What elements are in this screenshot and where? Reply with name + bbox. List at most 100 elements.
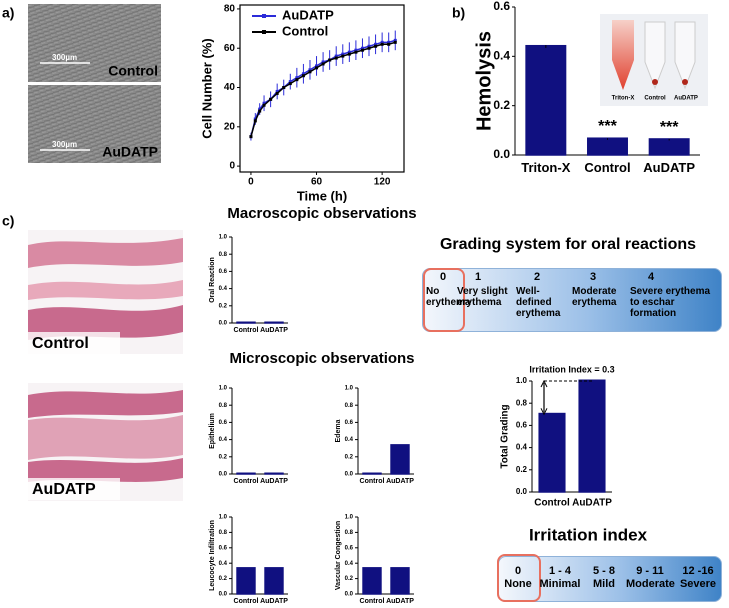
y-tick-label: 0.2 — [219, 454, 228, 460]
y-tick-label: 0.4 — [345, 561, 354, 567]
index-cell: 12 -16 Severe — [676, 565, 720, 591]
marker — [354, 50, 358, 54]
index-range: 0 — [514, 565, 522, 577]
legend-marker — [262, 30, 266, 34]
marker — [262, 103, 266, 107]
panel-label: b) — [452, 5, 465, 21]
tissue-label: Control — [32, 335, 89, 352]
marker — [315, 64, 319, 68]
significance: *** — [598, 118, 617, 135]
grade-cell: 0 No erythema — [426, 272, 471, 309]
photo-label: Control — [644, 96, 666, 102]
marker — [347, 50, 351, 54]
pellet — [682, 79, 688, 85]
grade-description: Well-defined erythema — [516, 286, 561, 319]
y-axis-title: Total Grading — [500, 404, 511, 468]
label-bg — [28, 478, 120, 500]
x-tick-label: AuDATP — [260, 478, 288, 485]
heading: Grading system for oral reactions — [440, 236, 696, 253]
y-tick-label: 0.8 — [516, 398, 528, 407]
y-tick-label: 1.0 — [219, 515, 228, 521]
annotation: Irritation Index = 0.3 — [529, 364, 614, 374]
marker — [367, 46, 371, 50]
tissue-label: AuDATP — [32, 481, 96, 498]
marker — [387, 40, 391, 44]
grade-description: No erythema — [426, 286, 471, 308]
y-tick-label: 20 — [224, 121, 236, 132]
index-range: 1 - 4 — [548, 565, 571, 577]
marker — [347, 52, 351, 56]
marker — [380, 42, 384, 46]
grade-number: 2 — [534, 271, 541, 283]
tissue — [28, 238, 183, 268]
bar — [236, 472, 256, 475]
bar — [236, 567, 256, 595]
y-tick-label: 0.8 — [345, 530, 354, 536]
marker — [301, 72, 305, 76]
y-tick-label: 0.2 — [219, 576, 228, 582]
marker — [295, 76, 299, 80]
marker — [354, 48, 358, 52]
micrograph-label: AuDATP — [102, 144, 158, 160]
marker — [262, 101, 266, 105]
y-tick-label: 0.0 — [219, 592, 228, 598]
y-tick-label: 0.6 — [219, 545, 228, 551]
y-tick-label: 0.4 — [516, 443, 528, 452]
grade-cell: 1 Very slight erythema — [457, 272, 512, 309]
y-tick-label: 0 — [229, 161, 235, 172]
marker — [328, 58, 332, 62]
marker — [295, 78, 299, 82]
marker — [308, 70, 312, 74]
y-tick-label: 40 — [224, 82, 236, 93]
y-tick-label: 1.0 — [345, 515, 354, 521]
y-tick-label: 0.0 — [219, 472, 228, 478]
tissue — [28, 390, 183, 418]
y-tick-label: 0.8 — [219, 403, 228, 409]
y-tick-label: 1.0 — [516, 376, 528, 385]
marker — [301, 74, 305, 78]
marker — [360, 48, 364, 52]
bar — [362, 567, 382, 595]
tissue — [28, 280, 183, 300]
x-tick-label: 0 — [248, 177, 254, 188]
grade-description: Severe erythema to eschar formation — [630, 286, 711, 319]
label-bg — [28, 332, 120, 354]
y-axis-title: Cell Number (%) — [199, 38, 214, 138]
grade-cell: 3 Moderate erythema — [572, 272, 627, 309]
y-axis-title: Edema — [335, 419, 342, 442]
bar — [390, 444, 410, 475]
marker — [334, 56, 338, 60]
legend-marker — [262, 14, 266, 18]
x-tick-label: 120 — [374, 177, 391, 188]
x-tick-label: AuDATP — [572, 498, 612, 509]
x-tick-label: Control — [584, 160, 630, 175]
y-tick-label: 0.0 — [345, 472, 354, 478]
marker — [387, 42, 391, 46]
y-tick-label: 0.6 — [219, 420, 228, 426]
bar — [525, 44, 567, 156]
y-tick-label: 80 — [224, 4, 236, 15]
panel-label: c) — [2, 213, 14, 229]
x-tick-label: Control — [360, 478, 385, 485]
marker — [258, 109, 262, 113]
marker — [258, 107, 262, 111]
y-axis-title: Epithelium — [209, 413, 216, 449]
y-tick-label: 0.0 — [516, 487, 528, 496]
y-tick-label: 0.2 — [345, 454, 354, 460]
x-tick-label: Control — [234, 598, 259, 605]
index-range: 12 -16 — [682, 565, 714, 577]
y-axis-title: Leucocyte Infiltration — [209, 520, 216, 591]
x-tick-label: Control — [360, 598, 385, 605]
y-tick-label: 0.0 — [219, 321, 228, 327]
panel-label: a) — [2, 5, 14, 21]
x-axis-title: Time (h) — [297, 188, 347, 203]
x-tick-label: AuDATP — [386, 598, 414, 605]
y-tick-label: 0.0 — [345, 592, 354, 598]
bar — [264, 472, 284, 475]
y-axis-title: Oral Reaction — [209, 257, 216, 303]
scale-label: 300µm — [52, 53, 77, 62]
marker — [341, 52, 345, 56]
index-cell: 5 - 8 Mild — [584, 565, 624, 591]
tube — [612, 20, 634, 90]
